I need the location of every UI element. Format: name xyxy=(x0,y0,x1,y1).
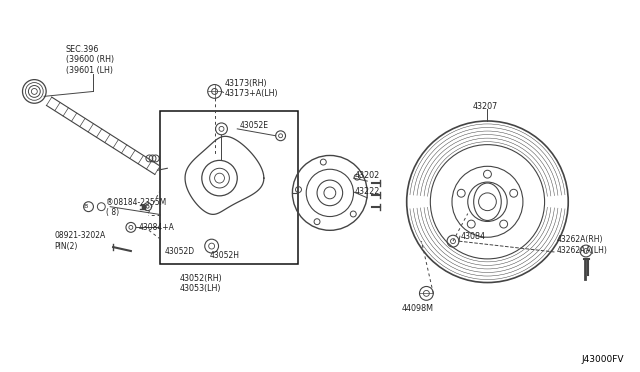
Text: SEC.396
(39600 (RH)
(39601 (LH): SEC.396 (39600 (RH) (39601 (LH) xyxy=(66,45,114,75)
Text: 43084: 43084 xyxy=(461,232,486,241)
Text: 43262A(RH)
43262AA(LH): 43262A(RH) 43262AA(LH) xyxy=(556,235,607,255)
Text: 43052D: 43052D xyxy=(164,247,195,257)
Text: 43222: 43222 xyxy=(355,187,380,196)
Text: J43000FV: J43000FV xyxy=(581,355,623,364)
Text: 08921-3202A
PIN(2): 08921-3202A PIN(2) xyxy=(54,231,106,251)
Bar xyxy=(161,111,298,264)
Text: 43052E: 43052E xyxy=(239,121,268,131)
Text: 43202: 43202 xyxy=(355,171,380,180)
Text: 43084+A: 43084+A xyxy=(139,223,175,232)
Text: 44098M: 44098M xyxy=(402,304,434,312)
Text: B: B xyxy=(83,204,88,209)
Text: 43052H: 43052H xyxy=(210,251,239,260)
Text: 43052(RH)
43053(LH): 43052(RH) 43053(LH) xyxy=(180,274,223,293)
Text: ®08184-2355M
( 8): ®08184-2355M ( 8) xyxy=(106,198,166,217)
Text: 43173(RH)
43173+A(LH): 43173(RH) 43173+A(LH) xyxy=(225,79,278,98)
Text: 43207: 43207 xyxy=(473,102,498,111)
